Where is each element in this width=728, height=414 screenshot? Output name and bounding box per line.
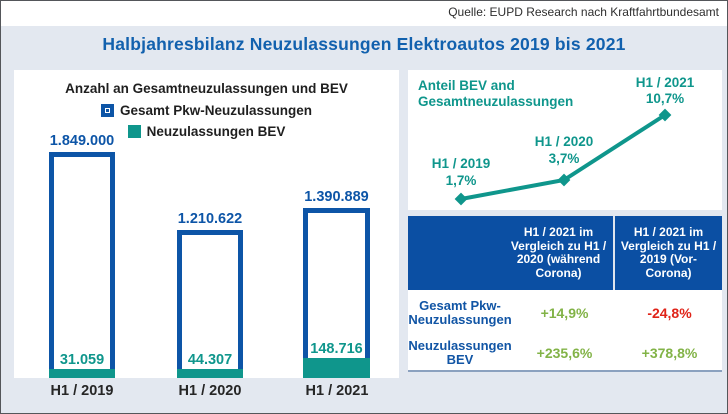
bar-bev-segment bbox=[49, 369, 115, 378]
bar-bev-label: 44.307 bbox=[187, 352, 233, 368]
point-period-h1-2019: H1 / 2019 bbox=[431, 156, 491, 171]
table-row-gesamt: Gesamt Pkw-Neuzulassungen +14,9% -24,8% bbox=[408, 290, 722, 336]
legend-label-gesamt: Gesamt Pkw-Neuzulassungen bbox=[119, 103, 313, 118]
table-header-row: H1 / 2021 im Vergleich zu H1 / 2020 (wäh… bbox=[408, 216, 722, 290]
bar-h1-2020: 1.210.622 44.307 bbox=[177, 211, 243, 378]
bar-chart-legend: Gesamt Pkw-Neuzulassungen Neuzulassungen… bbox=[14, 100, 399, 142]
legend-item-gesamt: Gesamt Pkw-Neuzulassungen bbox=[14, 100, 399, 121]
table-row-bev: Neuzulassungen BEV +235,6% +378,8% bbox=[408, 336, 722, 370]
point-value-h1-2019: 1,7% bbox=[445, 173, 477, 188]
legend-item-bev: Neuzulassungen BEV bbox=[14, 121, 399, 142]
bar-total-label: 1.210.622 bbox=[177, 211, 243, 227]
outlined-bar-legend-icon bbox=[100, 104, 114, 117]
legend-label-bev: Neuzulassungen BEV bbox=[146, 124, 286, 139]
line-chart-title: Anteil BEV and Gesamtneuzulassungen bbox=[418, 78, 574, 109]
bar-total-label: 1.849.000 bbox=[49, 133, 115, 149]
point-value-h1-2020: 3,7% bbox=[548, 151, 580, 166]
value-gesamt-vs-2019: -24,8% bbox=[647, 305, 692, 321]
comparison-table: H1 / 2021 im Vergleich zu H1 / 2020 (wäh… bbox=[408, 216, 722, 372]
bar-bev-segment bbox=[303, 358, 370, 378]
bar-chart-panel: Anzahl an Gesamtneuzulassungen und BEV G… bbox=[14, 70, 399, 378]
page-title: Halbjahresbilanz Neuzulassungen Elektroa… bbox=[102, 34, 626, 54]
bar-h1-2019: 1.849.000 31.059 bbox=[49, 133, 115, 378]
axis-label-h1-2019: H1 / 2019 bbox=[50, 383, 114, 399]
filled-bar-legend-icon bbox=[127, 125, 141, 138]
value-bev-vs-2019: +378,8% bbox=[641, 345, 698, 361]
bar-total-outline bbox=[49, 152, 115, 378]
bar-total-label: 1.390.889 bbox=[304, 189, 369, 205]
table-header-corona: H1 / 2021 im Vergleich zu H1 / 2020 (wäh… bbox=[510, 225, 607, 280]
value-gesamt-vs-2020: +14,9% bbox=[540, 305, 589, 321]
bar-h1-2021: 1.390.889 148.716 bbox=[303, 189, 370, 378]
axis-label-h1-2021: H1 / 2021 bbox=[305, 383, 369, 399]
bar-chart-title: Anzahl an Gesamtneuzulassungen und BEV bbox=[65, 81, 348, 96]
table-header-empty-cell bbox=[408, 216, 504, 290]
axis-label-h1-2020: H1 / 2020 bbox=[178, 383, 242, 399]
point-period-h1-2021: H1 / 2021 bbox=[635, 75, 695, 90]
trend-line-chart bbox=[454, 108, 672, 206]
point-value-h1-2021: 10,7% bbox=[645, 91, 685, 106]
row-label-bev: Neuzulassungen BEV bbox=[408, 337, 512, 367]
point-period-h1-2020: H1 / 2020 bbox=[534, 134, 594, 149]
value-bev-vs-2020: +235,6% bbox=[536, 345, 593, 361]
bar-bev-segment bbox=[177, 369, 243, 378]
bar-bev-label: 31.059 bbox=[59, 352, 105, 368]
line-chart-panel: Anteil BEV and Gesamtneuzulassungen H1 /… bbox=[408, 70, 722, 210]
bar-chart-plot: 1.849.000 31.059 1.210.622 44.307 1.390.… bbox=[14, 70, 399, 378]
source-text: Quelle: EUPD Research nach Kraftfahrtbun… bbox=[448, 5, 719, 19]
bar-bev-label: 148.716 bbox=[310, 341, 363, 357]
diamond-marker-h1-2019 bbox=[454, 192, 468, 206]
row-label-gesamt: Gesamt Pkw-Neuzulassungen bbox=[408, 297, 512, 327]
source-strip: Quelle: EUPD Research nach Kraftfahrtbun… bbox=[1, 1, 727, 26]
table-header-vor-corona: H1 / 2021 im Vergleich zu H1 / 2019 (Vor… bbox=[613, 216, 722, 290]
